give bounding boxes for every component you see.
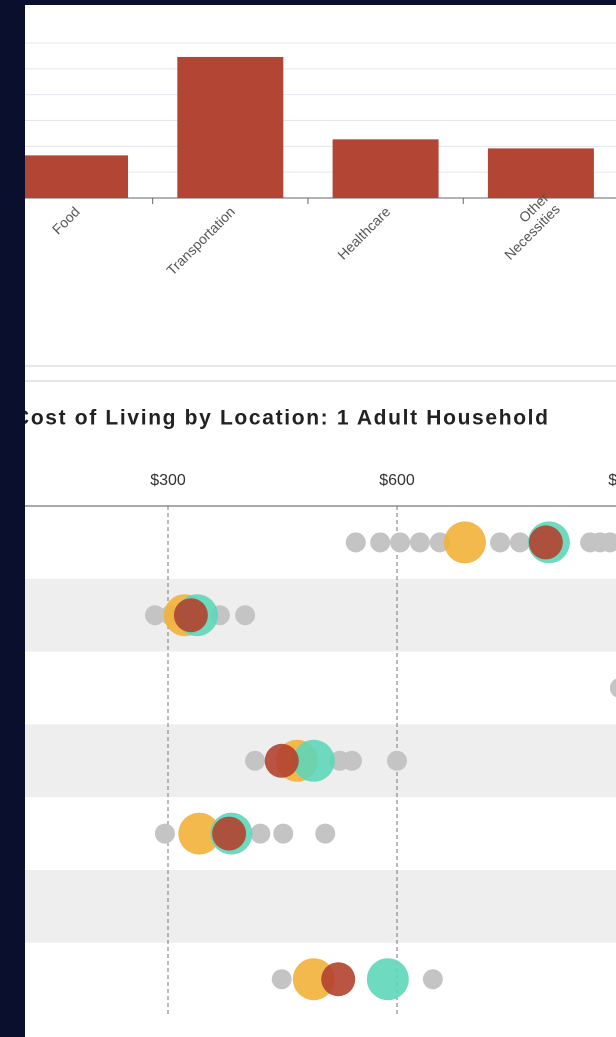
location-dot (292, 958, 335, 1001)
location-dot (528, 525, 563, 560)
other-dot (315, 823, 336, 844)
other-dot (341, 750, 362, 771)
other-dot (609, 678, 616, 698)
other-dot (271, 969, 292, 990)
chart-title: Cost of Living by Location: 1 Adult Hous… (14, 407, 548, 430)
other-dot (250, 823, 271, 844)
top-edge (0, 0, 616, 5)
location-dot (321, 962, 356, 997)
other-dot (509, 532, 530, 553)
location-dot (173, 598, 208, 633)
location-dot (212, 816, 247, 851)
other-dot (387, 750, 407, 771)
other-dot (490, 532, 511, 553)
other-dot (599, 532, 616, 553)
row-band (25, 870, 616, 943)
other-dot (245, 750, 266, 771)
other-dot (345, 532, 366, 553)
location-dot (366, 958, 409, 1001)
other-dot (235, 605, 256, 626)
dot-chart: $300 $600 $900 (25, 472, 616, 1015)
location-dot (292, 739, 335, 782)
row-band (25, 578, 616, 652)
bar (332, 139, 439, 198)
x-tick-label: $300 (150, 472, 186, 489)
location-dot (178, 812, 221, 855)
x-tick-label: $900 (608, 472, 616, 489)
other-dot (370, 532, 391, 553)
bar (487, 148, 594, 198)
other-dot (422, 969, 443, 990)
location-dot (264, 743, 299, 778)
other-dot (390, 532, 411, 553)
bar (22, 155, 128, 198)
sidebar-edge (0, 0, 25, 1037)
other-dot (409, 532, 430, 553)
x-tick-label: $600 (379, 472, 415, 489)
other-dot (145, 605, 166, 626)
bar (177, 56, 284, 199)
location-dot (443, 521, 486, 564)
other-dot (154, 823, 175, 844)
other-dot (273, 823, 294, 844)
